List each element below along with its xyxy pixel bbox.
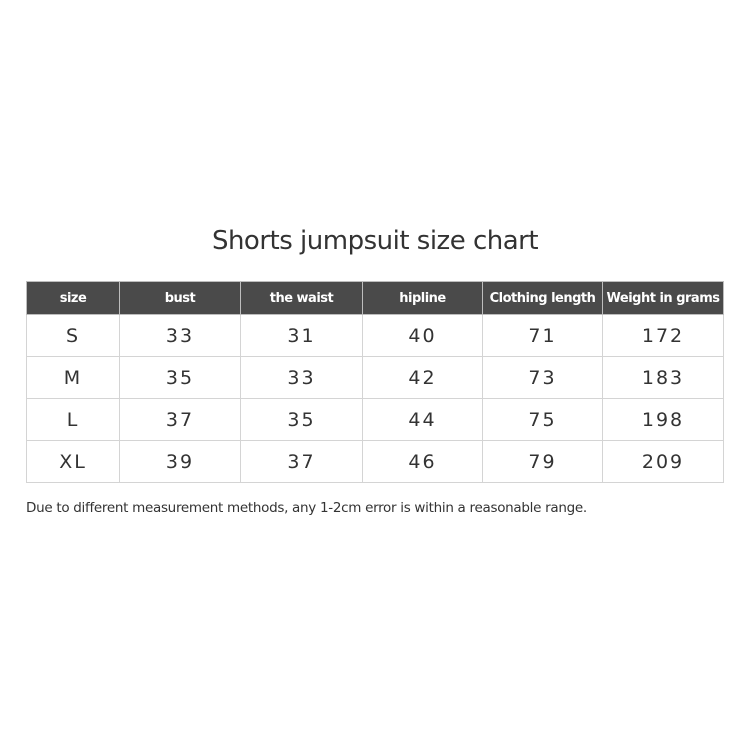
table-cell: M <box>26 356 120 399</box>
header-size: size <box>26 281 120 315</box>
header-waist: the waist <box>240 281 363 315</box>
table-cell: 33 <box>240 356 363 399</box>
header-bust: bust <box>119 281 241 315</box>
page-title: Shorts jumpsuit size chart <box>211 226 539 256</box>
header-weight: Weight in grams <box>602 281 724 315</box>
header-hipline: hipline <box>362 281 483 315</box>
table-cell: 73 <box>482 356 603 399</box>
table-cell: 35 <box>119 356 241 399</box>
table-cell: 40 <box>362 314 483 357</box>
table-header-row: size bust the waist hipline Clothing len… <box>26 281 724 315</box>
table-cell: 33 <box>119 314 241 357</box>
table-row: L 37 35 44 75 198 <box>26 398 724 441</box>
table-cell: 31 <box>240 314 363 357</box>
table-row: M 35 33 42 73 183 <box>26 356 724 399</box>
size-chart-table: size bust the waist hipline Clothing len… <box>26 281 724 483</box>
table-cell: 198 <box>602 398 724 441</box>
table-cell: 42 <box>362 356 483 399</box>
table-cell: L <box>26 398 120 441</box>
table-cell: S <box>26 314 120 357</box>
table-cell: XL <box>26 440 120 483</box>
table-row: XL 39 37 46 79 209 <box>26 440 724 483</box>
header-clothing-length: Clothing length <box>482 281 603 315</box>
table-cell: 172 <box>602 314 724 357</box>
table-cell: 44 <box>362 398 483 441</box>
table-cell: 183 <box>602 356 724 399</box>
table-row: S 33 31 40 71 172 <box>26 314 724 357</box>
measurement-note: Due to different measurement methods, an… <box>26 500 587 516</box>
table-cell: 79 <box>482 440 603 483</box>
table-cell: 46 <box>362 440 483 483</box>
table-cell: 37 <box>119 398 241 441</box>
table-cell: 35 <box>240 398 363 441</box>
table-cell: 71 <box>482 314 603 357</box>
table-cell: 39 <box>119 440 241 483</box>
table-cell: 209 <box>602 440 724 483</box>
table-cell: 37 <box>240 440 363 483</box>
table-cell: 75 <box>482 398 603 441</box>
